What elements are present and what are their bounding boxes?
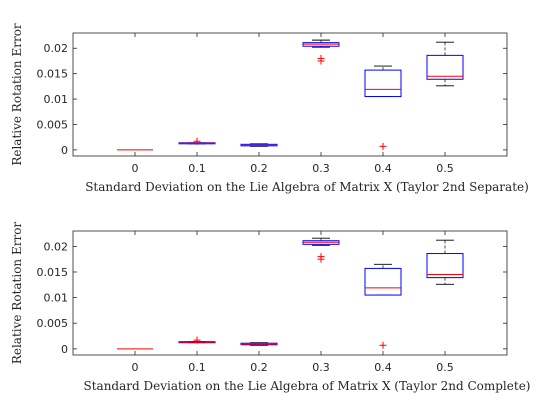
box: [364, 69, 402, 98]
x-tick-label: 0.5: [436, 162, 454, 175]
y-tick-label: 0.01: [44, 93, 69, 106]
y-tick-label: 0: [61, 144, 68, 157]
y-tick-label: 0.01: [44, 292, 69, 305]
x-tick-label: 0: [132, 361, 139, 374]
y-tick-label: 0.02: [44, 240, 69, 253]
y-tick-label: 0.02: [44, 42, 69, 55]
y-tick-label: 0.015: [37, 266, 69, 279]
x-tick-label: 0.5: [436, 361, 454, 374]
y-axis-label: Relative Rotation Error: [10, 23, 24, 166]
y-tick-label: 0.005: [37, 317, 69, 330]
x-tick-label: 0.4: [374, 361, 392, 374]
box: [426, 253, 464, 279]
boxplot-panel-bottom: 0 0.005 0.01 0.015 0.02 0 0.1 0.2 0.3 0.4 0.5 Stand…: [10, 222, 530, 393]
x-tick-label: 0.2: [250, 162, 268, 175]
boxplot-panel-top: 0 0.005 0.01 0.015 0.02 0 0.1 0.2 0.3 0.4 0.5 Stand…: [10, 23, 529, 194]
y-tick-label: 0.015: [37, 68, 69, 81]
box: [426, 54, 464, 80]
x-tick-label: 0.2: [250, 361, 268, 374]
y-tick-label: 0.005: [37, 118, 69, 131]
x-tick-label: 0.3: [312, 162, 330, 175]
box: [364, 267, 402, 296]
x-axis-label: Standard Deviation on the Lie Algebra of…: [84, 379, 531, 393]
x-tick-label: 0: [132, 162, 139, 175]
y-axis-label: Relative Rotation Error: [10, 222, 24, 365]
plot-frame: [72, 32, 508, 157]
y-tick-label: 0: [61, 343, 68, 356]
x-tick-label: 0.3: [312, 361, 330, 374]
plot-frame: [72, 230, 508, 356]
x-tick-label: 0.1: [188, 162, 206, 175]
x-tick-label: 0.4: [374, 162, 392, 175]
x-tick-label: 0.1: [188, 361, 206, 374]
x-axis-label: Standard Deviation on the Lie Algebra of…: [85, 180, 529, 194]
